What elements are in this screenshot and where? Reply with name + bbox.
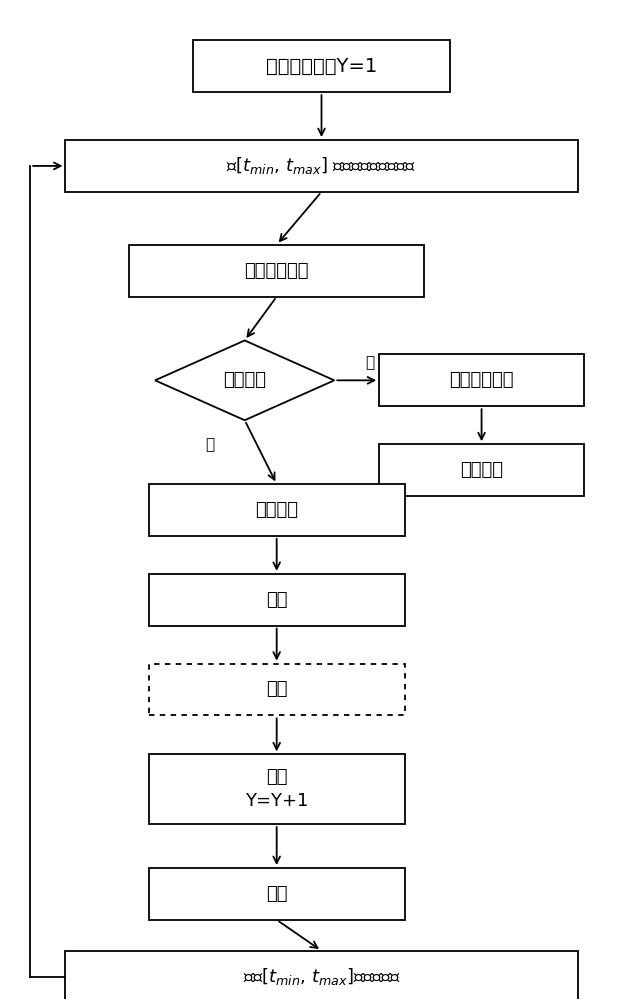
Text: 个体编码: 个体编码 [255, 501, 298, 519]
Text: 是: 是 [365, 355, 374, 370]
FancyBboxPatch shape [149, 754, 404, 824]
FancyBboxPatch shape [66, 951, 577, 1000]
Text: 图像分割: 图像分割 [460, 461, 503, 479]
Text: 否: 否 [205, 438, 214, 453]
FancyBboxPatch shape [149, 664, 404, 715]
Text: 变异
Y=Y+1: 变异 Y=Y+1 [245, 768, 309, 810]
Text: 交叉: 交叉 [266, 680, 287, 698]
FancyBboxPatch shape [379, 354, 584, 406]
Text: 计算适应度值: 计算适应度值 [244, 262, 309, 280]
Text: 在[$t_{min}$, $t_{max}$] 范围内产生初始群体: 在[$t_{min}$, $t_{max}$] 范围内产生初始群体 [226, 155, 417, 176]
Text: 终止条件: 终止条件 [223, 371, 266, 389]
Text: 剔除[$t_{min}$, $t_{max}$]范围外的值: 剔除[$t_{min}$, $t_{max}$]范围外的值 [242, 966, 401, 987]
FancyBboxPatch shape [149, 868, 404, 920]
Text: 解码: 解码 [266, 885, 287, 903]
Text: 确定最优个体: 确定最优个体 [449, 371, 514, 389]
FancyBboxPatch shape [379, 444, 584, 496]
FancyBboxPatch shape [194, 40, 449, 92]
FancyBboxPatch shape [66, 140, 577, 192]
FancyBboxPatch shape [149, 574, 404, 626]
FancyBboxPatch shape [149, 484, 404, 536]
Text: 选择: 选择 [266, 591, 287, 609]
Polygon shape [155, 340, 334, 420]
FancyBboxPatch shape [129, 245, 424, 297]
Text: 初始迭代次数Y=1: 初始迭代次数Y=1 [266, 57, 377, 76]
